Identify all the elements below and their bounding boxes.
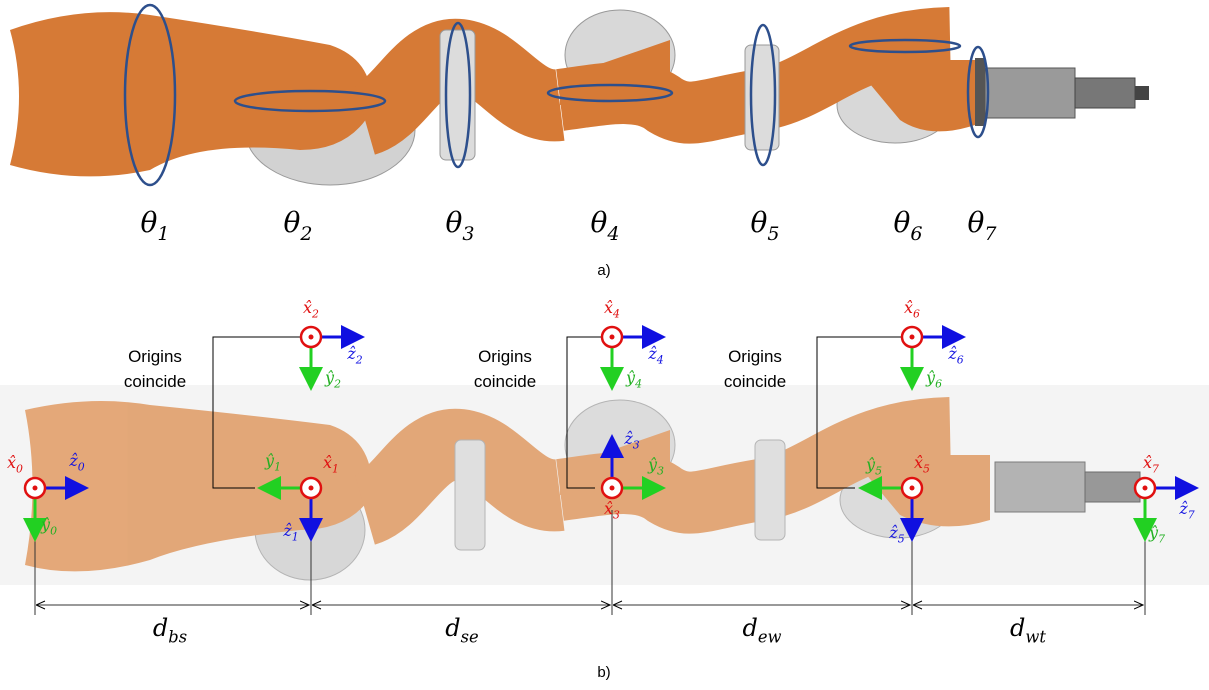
distance-label-subscript: se [461, 628, 479, 647]
joint-label-subscript: 7 [984, 223, 997, 245]
x-axis-label-symbol: x̂ [604, 298, 613, 317]
y-axis-label-subscript: 2 [333, 377, 341, 390]
x-axis-label-symbol: x̂ [7, 453, 16, 472]
z-axis-label: ẑ4 [647, 344, 663, 366]
x-axis-label-symbol: x̂ [904, 298, 913, 317]
x-axis-dot [610, 486, 615, 491]
x-axis-dot [910, 335, 915, 340]
page: a) b) θ1θ2θ3θ4θ5θ6θ7dbsdsedewdwtOriginsc… [0, 0, 1209, 690]
x-axis-label-subscript: 3 [613, 508, 620, 521]
x-axis-label-symbol: x̂ [303, 298, 312, 317]
distance-label: dew [743, 614, 782, 647]
x-axis-label-subscript: 6 [913, 307, 920, 320]
z-axis-label: ẑ2 [346, 344, 362, 366]
joint-label: θ7 [968, 206, 998, 245]
z-axis-label-subscript: 3 [633, 438, 640, 451]
joint-label-symbol: θ [591, 206, 608, 239]
joint-label-subscript: 1 [157, 223, 169, 245]
x-axis-label-symbol: x̂ [604, 499, 613, 518]
x-axis-label-subscript: 4 [612, 307, 620, 320]
y-axis-label-subscript: 5 [875, 464, 882, 477]
x-axis-label-subscript: 5 [923, 462, 930, 475]
joint-label-subscript: 3 [462, 223, 474, 245]
x-axis-label-subscript: 2 [311, 307, 319, 320]
distance-label: dse [445, 614, 478, 647]
distance-label-subscript: bs [168, 628, 187, 647]
distance-label-subscript: wt [1025, 628, 1046, 647]
note: Origins [728, 347, 782, 366]
y-axis-label-subscript: 4 [634, 377, 642, 390]
x-axis-label: x̂4 [604, 298, 620, 320]
joint-label-subscript: 2 [299, 223, 312, 245]
joint-label: θ2 [284, 206, 313, 245]
joint-label-symbol: θ [284, 206, 301, 239]
z-axis-label-subscript: 1 [292, 530, 299, 543]
distance-label-subscript: ew [758, 628, 782, 647]
joint-label-symbol: θ [894, 206, 911, 239]
joint-label-subscript: 4 [606, 223, 619, 245]
x-axis-label-symbol: x̂ [1143, 453, 1152, 472]
joint-label: θ6 [894, 206, 923, 245]
distance-label-symbol: d [1010, 614, 1025, 642]
note: Origins [478, 347, 532, 366]
y-axis-label-subscript: 1 [274, 460, 281, 473]
joint-label: θ4 [591, 206, 620, 245]
distance-label-symbol: d [445, 614, 460, 642]
x-axis-label-subscript: 0 [16, 462, 23, 475]
x-axis-dot [610, 335, 615, 340]
joint-label-symbol: θ [446, 206, 463, 239]
joint-label-subscript: 6 [910, 223, 922, 245]
robot-arm-a [10, 10, 1149, 185]
joint-label-symbol: θ [751, 206, 768, 239]
distance-label-symbol: d [743, 614, 758, 642]
joint-label-subscript: 5 [767, 223, 779, 245]
z-axis-label-subscript: 2 [355, 353, 363, 366]
z-axis-label-subscript: 0 [78, 460, 85, 473]
figure: a) b) θ1θ2θ3θ4θ5θ6θ7dbsdsedewdwtOriginsc… [0, 0, 1209, 690]
joint-label-symbol: θ [968, 206, 985, 239]
joint-label-symbol: θ [141, 206, 158, 239]
distance-label-symbol: d [153, 614, 168, 642]
x-axis-label: x̂6 [904, 298, 920, 320]
caption-a: a) [597, 262, 610, 279]
y-axis-label-subscript: 3 [657, 464, 664, 477]
y-axis-label-subscript: 7 [1158, 532, 1165, 545]
joint-label: θ3 [446, 206, 475, 245]
z-axis-label-subscript: 5 [898, 532, 905, 545]
x-axis-dot [309, 335, 314, 340]
x-axis-dot [309, 486, 314, 491]
x-axis-label-symbol: x̂ [914, 453, 923, 472]
x-axis-dot [1143, 486, 1148, 491]
z-axis-label-subscript: 6 [957, 353, 964, 366]
z-axis-label-subscript: 7 [1188, 508, 1195, 521]
note: coincide [724, 372, 786, 391]
x-axis-label-subscript: 7 [1152, 462, 1159, 475]
joint-label: θ5 [751, 206, 780, 245]
note: Origins [128, 347, 182, 366]
x-axis-label-symbol: x̂ [323, 453, 332, 472]
note: coincide [474, 372, 536, 391]
x-axis-dot [910, 486, 915, 491]
note: coincide [124, 372, 186, 391]
x-axis-label-subscript: 1 [332, 462, 339, 475]
joint-label: θ1 [141, 206, 170, 245]
y-axis-label-subscript: 0 [50, 524, 57, 537]
distance-label: dbs [153, 614, 187, 647]
z-axis-label: ẑ6 [947, 344, 963, 366]
y-axis-label-subscript: 6 [935, 377, 942, 390]
z-axis-label-subscript: 4 [656, 353, 664, 366]
caption-b: b) [597, 664, 610, 681]
x-axis-label: x̂2 [303, 298, 319, 320]
x-axis-dot [33, 486, 38, 491]
distance-label: dwt [1010, 614, 1046, 647]
